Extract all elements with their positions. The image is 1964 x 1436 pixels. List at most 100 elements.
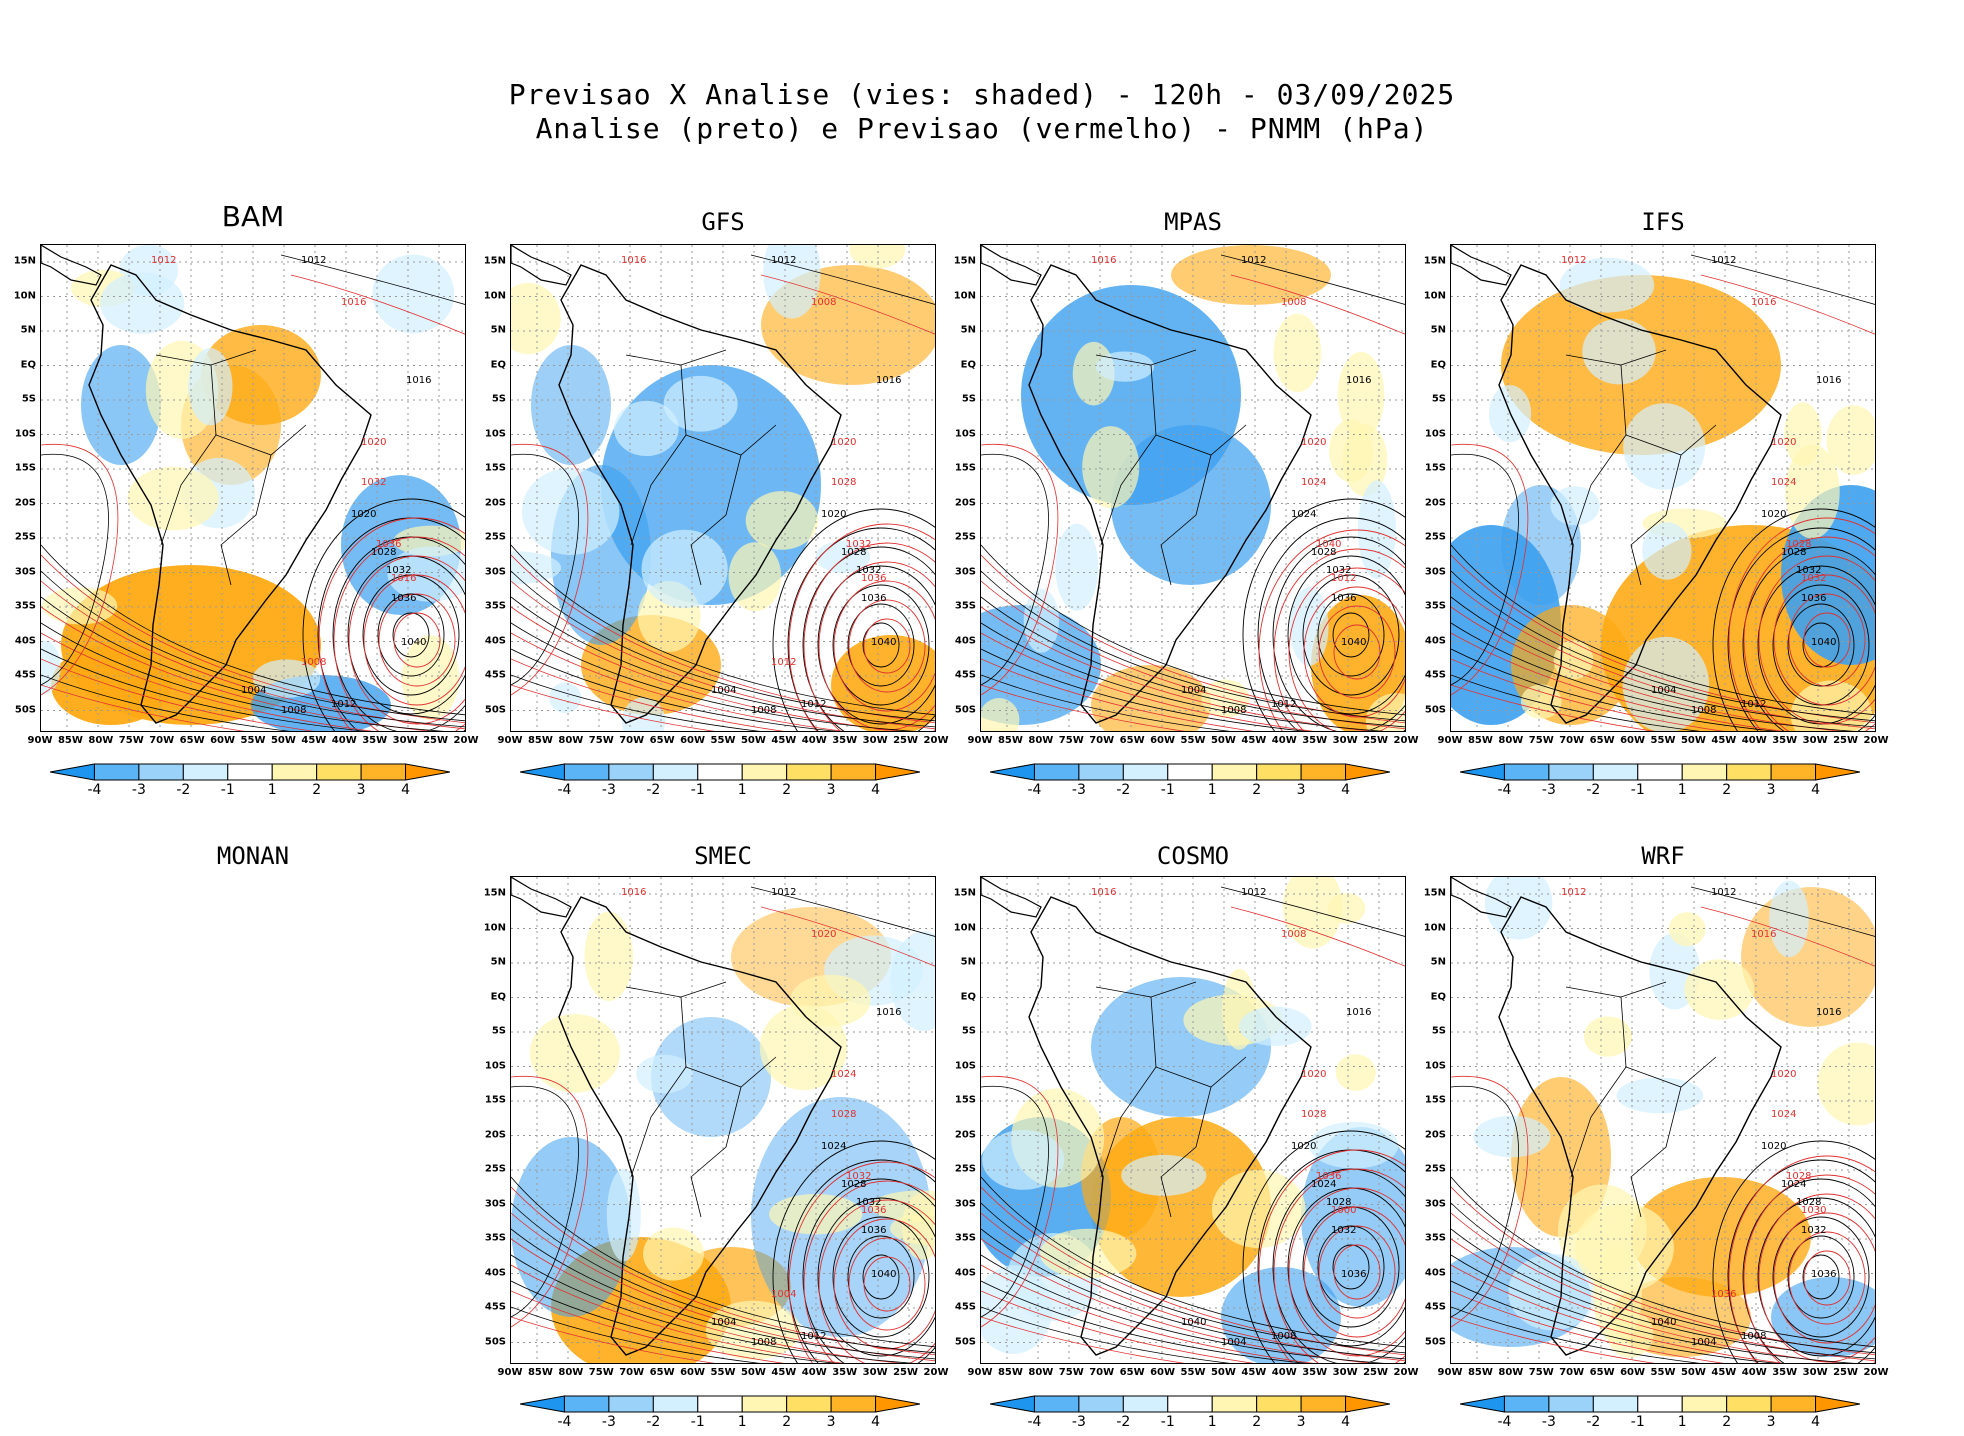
colorbar-tick-label: 3 [826,1414,836,1430]
colorbar-tick-label: -2 [176,782,191,798]
lat-tick-label: 25S [1424,1163,1446,1175]
isobar-label-analysis: 1012 [801,1331,826,1342]
lon-tick-label: 60W [1150,735,1176,746]
colorbar-swatch [1211,763,1258,781]
lon-tick-label: 60W [680,1367,706,1378]
lat-tick-label: 10N [483,290,506,301]
lon-tick-label: 80W [1498,735,1524,746]
lat-tick-label: 50S [954,1336,976,1347]
isobar-label-analysis: 1012 [1711,255,1736,266]
colorbar-tick-label: -2 [1116,1414,1131,1430]
lat-tick-label: 15S [484,1094,506,1106]
colorbar-swatch [1592,763,1639,781]
isobar-label-forecast: 1012 [771,657,796,668]
colorbar: -4 -3 -2 -1 1 2 3 4 [1459,762,1861,798]
colorbar-swatch [1300,763,1347,781]
lon-tick-label: 55W [710,735,736,746]
lon-tick-label: 90W [1437,1367,1463,1378]
latitude-axis: 15N 10N 5N EQ 5S 10S 15S 20S 25S 30S 35S 40S 45S 50S [944,876,976,1364]
isobar-label-analysis: 1012 [1741,699,1766,710]
lon-tick-label: 70W [1559,1367,1585,1378]
colorbar-tick-label: 4 [1341,1414,1351,1430]
lat-tick-label: 15N [1423,887,1446,899]
isobar-label-analysis: 1016 [1346,1007,1371,1018]
lon-tick-label: 85W [57,735,83,746]
lon-tick-label: 80W [1028,735,1054,746]
colorbar-tick-label: -3 [1541,1414,1556,1430]
isobar-label-forecast: 1008 [301,657,326,668]
panel-title-ifs: IFS [1641,208,1685,236]
lat-tick-label: 35S [14,600,36,612]
isobar-label-analysis: 1040 [1651,1317,1676,1328]
lat-tick-label: 15S [954,462,976,474]
lon-tick-label: 55W [1650,735,1676,746]
map-panel-mpas: 1012 1016 1024 1028 1032 1036 1040 1004 1008 1012… [980,244,1406,732]
lat-tick-label: EQ [960,359,976,370]
lon-tick-label: 45W [1241,735,1267,746]
isobar-label-forecast: 1020 [1301,1069,1326,1080]
isobar-label-forecast: 1012 [1561,255,1586,266]
colorbar-tick-label: 1 [1677,1414,1687,1430]
lat-tick-label: 15N [953,887,976,899]
lat-tick-label: 45S [14,669,36,681]
colorbar-tick-label: 4 [401,782,411,798]
lat-tick-label: 15S [1424,1094,1446,1106]
isobar-label-forecast: 1012 [1331,573,1356,584]
isobar-label-analysis: 1032 [1331,1225,1356,1236]
isobar-label-analysis: 1012 [301,255,326,266]
colorbar-swatch [1815,763,1861,781]
colorbar-tick-label: 1 [737,1414,747,1430]
colorbar: -4 -3 -2 -1 1 2 3 4 [989,1394,1391,1430]
isobar-label-analysis: 1036 [861,1225,886,1236]
colorbar-swatch [360,763,407,781]
colorbar-swatch [608,763,654,781]
colorbar-tick-label: -3 [131,782,146,798]
isobar-label-analysis: 1040 [1181,1317,1206,1328]
isobar-label-forecast: 1028 [1301,1109,1326,1120]
colorbar-swatch [1211,1395,1258,1413]
isobar-label-forecast: 1020 [361,437,386,448]
lon-tick-label: 70W [1089,1367,1115,1378]
lat-tick-label: 15N [483,887,506,899]
isobar-label-forecast: 1020 [811,929,836,940]
colorbar-tick-label: 1 [1207,782,1217,798]
lon-tick-label: 70W [619,1367,645,1378]
colorbar-tick-label: 4 [871,1414,881,1430]
colorbar-swatch [697,763,743,781]
lon-tick-label: 90W [27,735,53,746]
isobar-label-analysis: 1032 [856,1197,881,1208]
lon-tick-label: 70W [149,735,175,746]
isobar-label-analysis: 1020 [821,509,846,520]
bias-map-cosmo: 1012 1016 1020 1024 1028 1032 1036 1040 1004 1008… [981,877,1405,1363]
colorbar-tick-label: -1 [1160,1414,1175,1430]
colorbar-tick-label: 1 [1207,1414,1217,1430]
lat-tick-label: 15N [483,255,506,267]
colorbar-swatch [1033,763,1080,781]
colorbar-swatch [1459,1395,1505,1413]
isobar-label-analysis: 1032 [1326,565,1351,576]
lat-tick-label: 50S [954,704,976,715]
lat-tick-label: 30S [484,1198,506,1209]
latitude-axis: 15N 10N 5N EQ 5S 10S 15S 20S 25S 30S 35S 40S 45S 50S [474,244,506,732]
isobar-label-analysis: 1016 [406,375,431,386]
colorbar-swatch [652,763,699,781]
colorbar-swatch [1503,1395,1550,1413]
lon-tick-label: 30W [862,735,888,746]
isobar-label-analysis: 1040 [1341,637,1366,648]
isobar-label-analysis: 1012 [771,255,796,266]
isobar-label-forecast: 1028 [831,1109,856,1120]
colorbar-swatch [830,763,877,781]
latitude-axis: 15N 10N 5N EQ 5S 10S 15S 20S 25S 30S 35S 40S 45S 50S [4,244,36,732]
panel-title-gfs: GFS [701,208,745,236]
latitude-axis: 15N 10N 5N EQ 5S 10S 15S 20S 25S 30S 35S 40S 45S 50S [1414,876,1446,1364]
lat-tick-label: 40S [1424,635,1446,646]
lon-tick-label: 85W [997,1367,1023,1378]
colorbar-tick-label: 1 [1677,782,1687,798]
isobar-label-analysis: 1028 [1326,1197,1351,1208]
isobar-label-forecast: 1028 [831,477,856,488]
colorbar-swatch [786,763,832,781]
colorbar-tick-label: 3 [1766,1414,1776,1430]
longitude-axis: 90W 85W 80W 75W 70W 65W 60W 55W 50W 45W 40W 35W 30W 2… [498,735,949,749]
longitude-axis: 90W 85W 80W 75W 70W 65W 60W 55W 50W 45W 40W 35W 30W 2… [968,1367,1419,1381]
colorbar-swatch [1770,1395,1817,1413]
